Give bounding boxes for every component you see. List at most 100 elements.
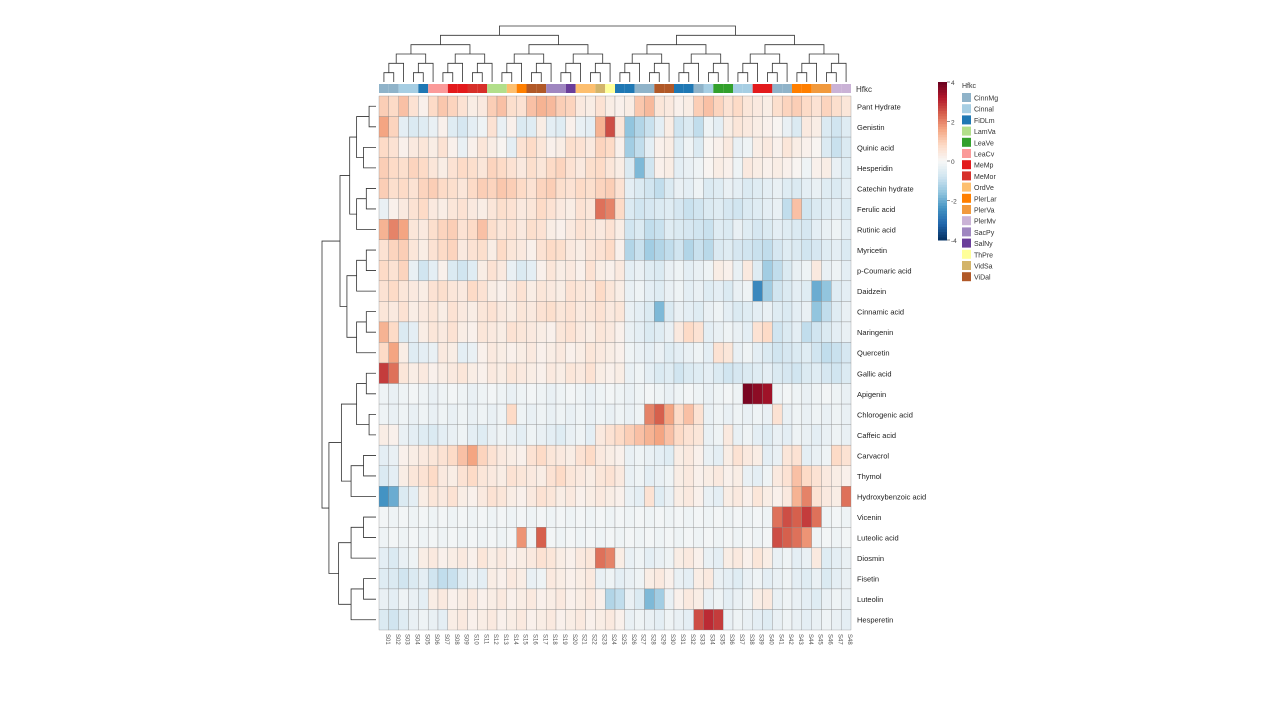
- heatmap-cell: [654, 136, 665, 158]
- heatmap-cell: [791, 424, 803, 446]
- heatmap-cell: [408, 568, 419, 590]
- heatmap-cell: [840, 219, 852, 240]
- heatmap-cell: [506, 198, 517, 220]
- heatmap-cell: [791, 157, 803, 179]
- heatmap-cell: [713, 486, 724, 507]
- heatmap-cell: [634, 219, 645, 240]
- heatmap-cell: [811, 198, 822, 220]
- heatmap-cell: [732, 403, 744, 425]
- heatmap-cell: [447, 465, 458, 487]
- heatmap-cell: [486, 177, 498, 199]
- heatmap-cell: [467, 547, 478, 569]
- heatmap-cell: [486, 547, 498, 569]
- heatmap-cell: [722, 301, 734, 323]
- heatmap-cell: [408, 301, 419, 323]
- heatmap-cell: [447, 239, 458, 261]
- heatmap-cell: [536, 383, 547, 405]
- heatmap-cell: [388, 116, 399, 138]
- heatmap-cell: [418, 177, 429, 199]
- heatmap-cell: [772, 260, 783, 282]
- heatmap-cell: [486, 342, 498, 364]
- heatmap-cell: [418, 342, 429, 364]
- annotation-cell: [605, 84, 615, 93]
- heatmap-cell: [457, 588, 468, 610]
- heatmap-cell: [378, 136, 390, 158]
- heatmap-cell: [545, 260, 557, 282]
- heatmap-cell: [418, 136, 429, 158]
- heatmap-cell: [486, 95, 498, 117]
- heatmap-cell: [427, 424, 439, 446]
- heatmap-cell: [644, 239, 655, 261]
- heatmap-cell: [526, 424, 537, 446]
- heatmap-cell: [408, 547, 419, 569]
- heatmap-cell: [624, 609, 635, 631]
- heatmap-cell: [398, 301, 409, 323]
- heatmap-cell: [575, 609, 586, 631]
- heatmap-cell: [418, 239, 429, 261]
- annotation-cell: [477, 84, 488, 93]
- heatmap-cell: [585, 239, 596, 261]
- heatmap-cell: [781, 403, 793, 425]
- heatmap-cell: [831, 465, 842, 487]
- heatmap-cell: [762, 280, 773, 302]
- heatmap-cell: [752, 198, 763, 220]
- heatmap-cell: [732, 136, 744, 158]
- heatmap-cell: [585, 465, 596, 487]
- heatmap-cell: [447, 383, 458, 405]
- heatmap-cell: [732, 116, 744, 138]
- heatmap-cell: [762, 547, 773, 569]
- heatmap-cell: [477, 116, 488, 138]
- heatmap-cell: [388, 95, 399, 117]
- heatmap-cell: [604, 198, 616, 220]
- row-label: Carvacrol: [857, 451, 889, 460]
- heatmap-cell: [831, 95, 842, 117]
- heatmap-cell: [398, 527, 409, 549]
- heatmap-cell: [437, 403, 449, 425]
- heatmap-cell: [378, 465, 390, 487]
- heatmap-cell: [654, 239, 665, 261]
- heatmap-cell: [378, 198, 390, 220]
- colorbar-segment: [938, 105, 947, 109]
- heatmap-cell: [526, 301, 537, 323]
- heatmap-cell: [634, 136, 645, 158]
- heatmap-cell: [752, 177, 763, 199]
- heatmap-cell: [654, 588, 665, 610]
- heatmap-cell: [595, 444, 606, 466]
- heatmap-cell: [536, 444, 547, 466]
- heatmap-cell: [378, 383, 390, 405]
- heatmap-cell: [388, 465, 399, 487]
- heatmap-cell: [437, 609, 449, 631]
- heatmap-cell: [703, 280, 714, 302]
- heatmap-cell: [752, 321, 763, 343]
- heatmap-cell: [772, 239, 783, 261]
- heatmap-cell: [398, 136, 409, 158]
- annotation-cell: [782, 84, 792, 93]
- heatmap-cell: [496, 486, 508, 507]
- heatmap-cell: [516, 136, 527, 158]
- heatmap-cell: [762, 342, 773, 364]
- heatmap-cell: [732, 444, 744, 466]
- heatmap-cell: [437, 383, 449, 405]
- heatmap-cell: [673, 444, 685, 466]
- column-label: S24: [610, 634, 616, 645]
- heatmap-cell: [752, 157, 763, 179]
- row-label: Cinnamic acid: [857, 308, 904, 317]
- heatmap-cell: [781, 527, 793, 549]
- heatmap-cell: [486, 362, 498, 384]
- heatmap-cell: [614, 177, 626, 199]
- heatmap-cell: [486, 609, 498, 631]
- group-legend-label: OrdVe: [974, 185, 994, 192]
- heatmap-cell: [378, 321, 390, 343]
- column-label: S04: [413, 634, 419, 645]
- heatmap-cell: [418, 198, 429, 220]
- column-label: S22: [590, 634, 596, 645]
- heatmap-cell: [742, 239, 753, 261]
- heatmap-cell: [555, 547, 567, 569]
- heatmap-cell: [781, 116, 793, 138]
- heatmap-cell: [624, 568, 635, 590]
- heatmap-cell: [713, 301, 724, 323]
- heatmap-cell: [447, 444, 458, 466]
- heatmap-cell: [467, 403, 478, 425]
- column-label: S34: [708, 634, 714, 645]
